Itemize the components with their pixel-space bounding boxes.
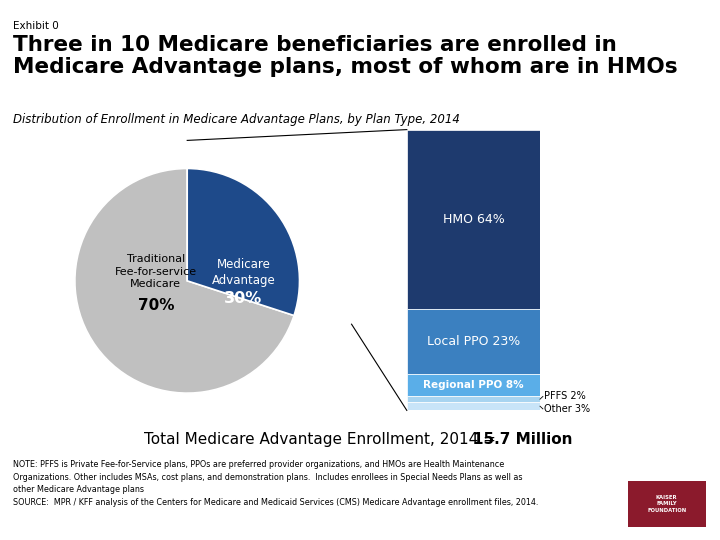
Text: HMO 64%: HMO 64%: [443, 213, 504, 226]
Bar: [407, 309, 540, 374]
Text: NOTE: PFFS is Private Fee-for-Service plans, PPOs are preferred provider organiz: NOTE: PFFS is Private Fee-for-Service pl…: [13, 460, 539, 507]
Text: Medicare
Advantage: Medicare Advantage: [212, 259, 275, 287]
Text: Total Medicare Advantage Enrollment, 2014 =: Total Medicare Advantage Enrollment, 201…: [144, 432, 500, 447]
Text: Regional PPO 8%: Regional PPO 8%: [423, 380, 523, 390]
Text: Exhibit 0: Exhibit 0: [13, 21, 59, 31]
Text: Three in 10 Medicare beneficiaries are enrolled in
Medicare Advantage plans, mos: Three in 10 Medicare beneficiaries are e…: [13, 35, 678, 78]
Text: KAISER
FAMILY
FOUNDATION: KAISER FAMILY FOUNDATION: [647, 495, 686, 512]
Text: PFFS 2%: PFFS 2%: [544, 392, 585, 401]
Bar: [407, 396, 540, 402]
Text: 70%: 70%: [138, 298, 174, 313]
Bar: [407, 402, 540, 410]
Text: Distribution of Enrollment in Medicare Advantage Plans, by Plan Type, 2014: Distribution of Enrollment in Medicare A…: [13, 113, 460, 126]
Text: Other 3%: Other 3%: [544, 404, 590, 414]
Wedge shape: [75, 168, 294, 393]
Bar: [407, 374, 540, 396]
Text: 15.7 Million: 15.7 Million: [473, 432, 572, 447]
Bar: [407, 130, 540, 309]
Bar: [628, 481, 706, 526]
Text: Local PPO 23%: Local PPO 23%: [427, 335, 520, 348]
Wedge shape: [187, 168, 300, 315]
Text: Traditional
Fee-for-service
Medicare: Traditional Fee-for-service Medicare: [114, 254, 197, 289]
Text: 30%: 30%: [224, 291, 263, 306]
